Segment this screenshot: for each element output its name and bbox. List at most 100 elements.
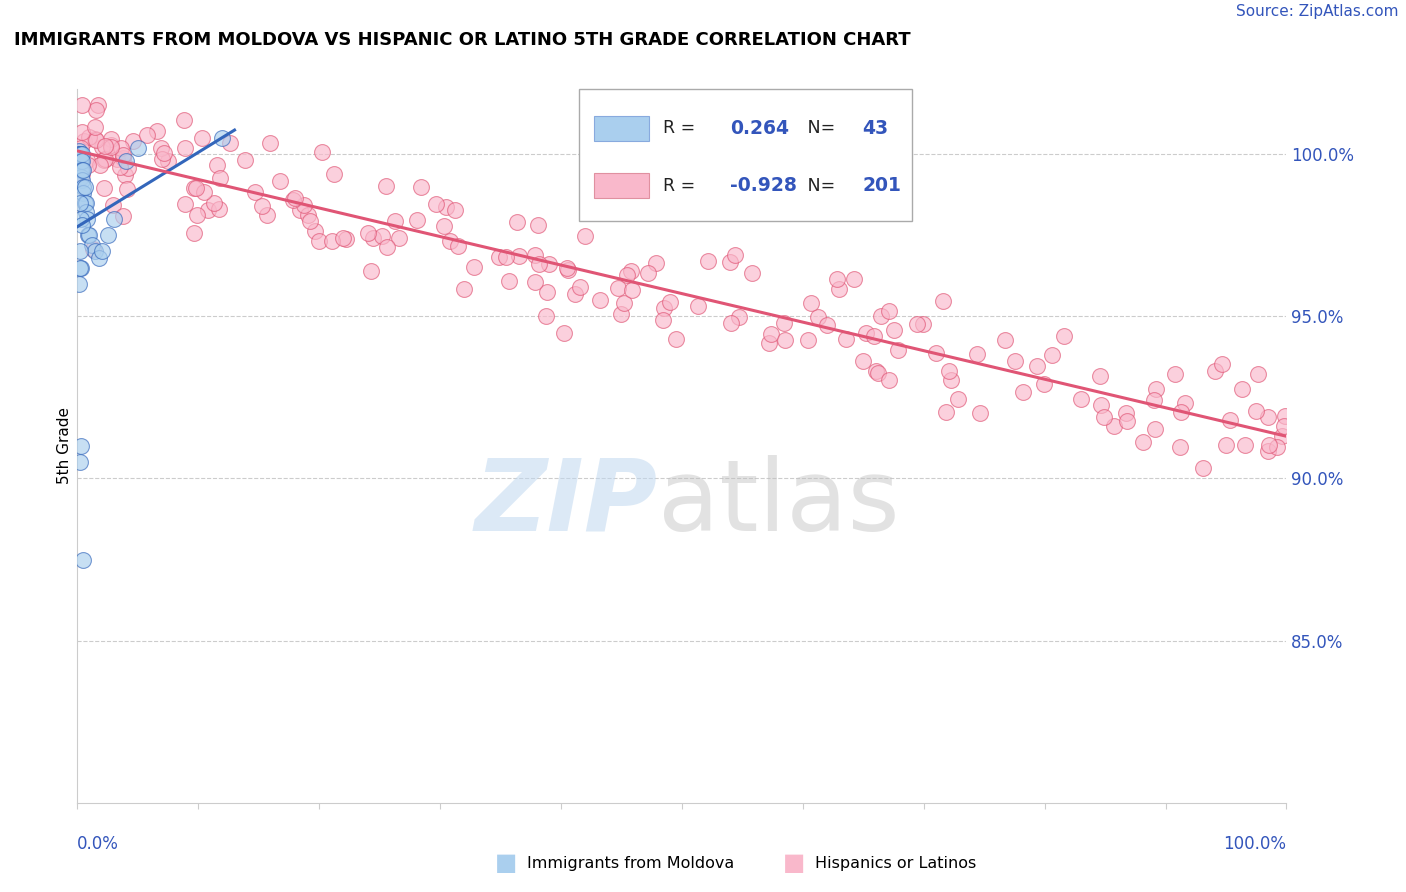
Point xyxy=(720,255,742,269)
Point xyxy=(800,295,823,310)
Point xyxy=(304,224,326,238)
Point xyxy=(652,313,675,327)
Point xyxy=(69,163,91,178)
Point xyxy=(553,326,575,341)
Point xyxy=(827,271,849,285)
FancyBboxPatch shape xyxy=(593,173,648,198)
Point xyxy=(697,253,720,268)
Point xyxy=(311,145,333,160)
Point xyxy=(75,205,97,219)
Point xyxy=(208,170,231,185)
Point xyxy=(114,168,136,182)
Text: 43: 43 xyxy=(863,119,889,138)
Point xyxy=(82,242,104,256)
Point xyxy=(322,168,344,182)
Point xyxy=(557,261,579,276)
Point xyxy=(91,140,114,154)
Point xyxy=(79,228,101,243)
Point xyxy=(1257,443,1279,458)
Point xyxy=(439,234,461,248)
Point xyxy=(70,147,93,161)
Point xyxy=(388,230,411,244)
Point xyxy=(925,346,948,360)
Point xyxy=(505,215,527,229)
Point xyxy=(70,163,93,178)
Point xyxy=(659,294,682,309)
Point xyxy=(153,146,176,161)
Point xyxy=(1247,367,1270,381)
Point xyxy=(112,151,135,165)
Point xyxy=(72,179,94,194)
Point xyxy=(72,552,94,566)
Point xyxy=(110,141,132,155)
Point xyxy=(70,260,93,275)
Point xyxy=(150,141,173,155)
Point xyxy=(269,174,291,188)
Point xyxy=(498,274,520,288)
Point xyxy=(1143,393,1166,408)
Point xyxy=(69,244,91,259)
Point xyxy=(1257,438,1279,452)
Point xyxy=(70,219,93,233)
Point xyxy=(77,228,100,243)
FancyBboxPatch shape xyxy=(593,116,648,141)
Point xyxy=(205,158,228,172)
Point xyxy=(807,310,830,324)
Text: R =: R = xyxy=(664,120,702,137)
Point xyxy=(488,250,510,264)
Point xyxy=(406,213,429,227)
Point xyxy=(686,299,709,313)
Point xyxy=(1070,392,1092,407)
Point xyxy=(1257,409,1279,424)
Point xyxy=(69,260,91,275)
Point xyxy=(76,211,98,226)
Point xyxy=(1144,382,1167,396)
Point xyxy=(508,249,530,263)
Point xyxy=(70,169,93,184)
FancyBboxPatch shape xyxy=(579,89,911,221)
Point xyxy=(835,332,858,346)
Point xyxy=(1168,440,1191,454)
Point xyxy=(620,264,643,278)
Point xyxy=(564,287,586,301)
Point xyxy=(527,218,550,232)
Point xyxy=(1215,437,1237,451)
Point xyxy=(935,405,957,419)
Point xyxy=(610,307,633,321)
Point xyxy=(905,318,928,332)
Point xyxy=(150,152,173,166)
Point xyxy=(886,343,908,357)
Point xyxy=(772,316,794,330)
Point xyxy=(250,198,273,212)
Point xyxy=(1191,461,1213,475)
Point xyxy=(574,228,596,243)
Point xyxy=(211,131,233,145)
Point xyxy=(537,257,560,271)
Point xyxy=(758,335,780,350)
Point xyxy=(1211,357,1233,371)
Point xyxy=(114,153,136,168)
Point xyxy=(1004,354,1026,368)
Point xyxy=(84,132,107,146)
Point xyxy=(447,239,470,253)
Point xyxy=(84,244,107,259)
Point xyxy=(621,283,644,297)
Point xyxy=(297,208,319,222)
Text: Source: ZipAtlas.com: Source: ZipAtlas.com xyxy=(1236,4,1399,20)
Text: 201: 201 xyxy=(863,176,901,195)
Point xyxy=(1204,363,1226,377)
Point xyxy=(80,238,103,252)
Point xyxy=(425,197,447,211)
Point xyxy=(183,227,205,241)
Point xyxy=(652,301,675,315)
Point xyxy=(87,251,110,265)
Point xyxy=(207,202,229,216)
Point xyxy=(70,439,93,453)
Point xyxy=(1163,367,1185,381)
Point xyxy=(1271,429,1294,443)
Point xyxy=(70,167,93,181)
Point xyxy=(70,153,93,168)
Point xyxy=(117,182,139,196)
Point xyxy=(202,195,225,210)
Point xyxy=(569,280,592,294)
